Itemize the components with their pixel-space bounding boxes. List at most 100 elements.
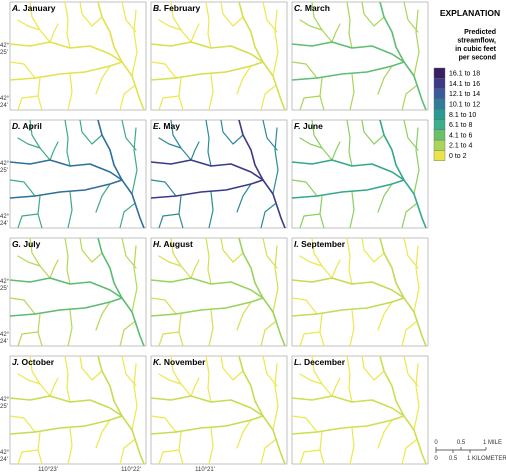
legend-subtitle: Predicted xyxy=(464,29,496,36)
scale-km-label: 0.5 xyxy=(449,456,458,462)
latitude-label: 42° xyxy=(0,450,10,456)
legend-subtitle: in cubic feet xyxy=(455,46,497,53)
legend-swatch xyxy=(433,78,446,89)
panel-title: B. February xyxy=(153,3,201,13)
legend-swatch xyxy=(433,139,446,151)
panel-month: March xyxy=(305,3,330,13)
legend-label: 6.1 to 8 xyxy=(449,122,472,129)
panel-frame xyxy=(9,355,147,465)
map-panel: G. July xyxy=(9,237,147,347)
panel-month: April xyxy=(23,121,42,131)
panel-title: J. October xyxy=(12,357,55,367)
panel-letter: E. xyxy=(153,121,161,131)
legend-swatch xyxy=(433,67,446,79)
panel-frame xyxy=(150,237,288,347)
map-panel: E. May xyxy=(150,119,288,229)
legend-swatch xyxy=(433,129,446,141)
panel-month: June xyxy=(303,121,323,131)
scale-km-label: 0 xyxy=(434,456,438,462)
latitude-label: 42° xyxy=(0,96,10,102)
panel-month: August xyxy=(164,239,193,249)
longitude-label: 110°23' xyxy=(38,467,58,473)
panel-month: January xyxy=(23,3,56,13)
latitude-label: 42° xyxy=(0,397,10,403)
panel-month: February xyxy=(164,3,201,13)
map-panel: L. December xyxy=(291,355,429,465)
panel-letter: A. xyxy=(11,3,21,13)
map-panel: A. January xyxy=(9,1,147,111)
panel-letter: G. xyxy=(12,239,21,249)
legend-swatch xyxy=(433,98,446,110)
panel-month: December xyxy=(304,357,346,367)
panel-frame xyxy=(291,1,429,111)
latitude-label: 42° xyxy=(0,279,10,285)
panel-month: October xyxy=(21,357,54,367)
panel-month: July xyxy=(23,239,40,249)
panel-title: C. March xyxy=(294,3,330,13)
legend-subtitle: per second xyxy=(459,55,496,62)
longitude-label: 110°22' xyxy=(121,467,141,473)
legend-subtitle: streamflow, xyxy=(457,38,496,45)
panel-title: H. August xyxy=(153,239,193,249)
map-panel: F. June xyxy=(291,119,429,229)
map-panel: I. September xyxy=(291,237,429,347)
panel-frame xyxy=(291,355,429,465)
latitude-label: 25' xyxy=(0,404,8,410)
latitude-label: 25' xyxy=(0,286,8,292)
panel-frame xyxy=(150,119,288,229)
latitude-label: 42° xyxy=(0,43,10,49)
panel-title: E. May xyxy=(153,121,180,131)
panel-title: A. January xyxy=(11,3,56,13)
panel-letter: F. xyxy=(294,121,301,131)
scale-mile-label: 1 MILE xyxy=(483,440,502,446)
legend-label: 0 to 2 xyxy=(449,153,467,160)
panel-letter: D. xyxy=(12,121,21,131)
panel-month: September xyxy=(301,239,346,249)
panel-title: G. July xyxy=(12,239,41,249)
latitude-label: 42° xyxy=(0,161,10,167)
scale-km-label: 1 KILOMETER xyxy=(467,456,506,462)
latitude-label: 24' xyxy=(0,221,8,227)
latitude-label: 24' xyxy=(0,457,8,463)
legend-label: 10.1 to 12 xyxy=(449,102,480,109)
legend-label: 2.1 to 4 xyxy=(449,143,472,150)
panel-letter: B. xyxy=(153,3,162,13)
scale-mile-label: 0.5 xyxy=(457,440,466,446)
panel-frame xyxy=(291,237,429,347)
latitude-label: 25' xyxy=(0,168,8,174)
scale-mile-label: 0 xyxy=(434,440,438,446)
panel-letter: C. xyxy=(294,3,303,13)
legend-label: 8.1 to 10 xyxy=(449,112,476,119)
panel-frame xyxy=(291,119,429,229)
panel-title: F. June xyxy=(294,121,323,131)
latitude-label: 42° xyxy=(0,332,10,338)
map-panel: C. March xyxy=(291,1,429,111)
latitude-label: 42° xyxy=(0,214,10,220)
panel-title: D. April xyxy=(12,121,42,131)
map-panel: H. August xyxy=(150,237,288,347)
panel-frame xyxy=(9,1,147,111)
legend-label: 16.1 to 18 xyxy=(449,71,480,78)
longitude-label: 110°21' xyxy=(195,467,215,473)
map-panel: D. April xyxy=(9,119,147,229)
panel-frame xyxy=(9,119,147,229)
legend-label: 4.1 to 6 xyxy=(449,132,472,139)
panel-title: L. December xyxy=(294,357,346,367)
panel-title: K. November xyxy=(153,357,206,367)
panel-letter: J. xyxy=(12,357,19,367)
scale-bar xyxy=(435,447,487,453)
map-panel: B. February xyxy=(150,1,288,111)
legend-swatch xyxy=(433,150,446,161)
legend-title: EXPLANATION xyxy=(440,8,500,18)
map-panel: K. November xyxy=(150,355,288,465)
panel-letter: H. xyxy=(153,239,162,249)
legend-label: 12.1 to 14 xyxy=(449,91,480,98)
latitude-label: 24' xyxy=(0,339,8,345)
panel-frame xyxy=(150,1,288,111)
panel-month: May xyxy=(163,121,180,131)
latitude-label: 24' xyxy=(0,103,8,109)
latitude-label: 25' xyxy=(0,50,8,56)
panel-title: I. September xyxy=(294,239,346,249)
panel-frame xyxy=(9,237,147,347)
